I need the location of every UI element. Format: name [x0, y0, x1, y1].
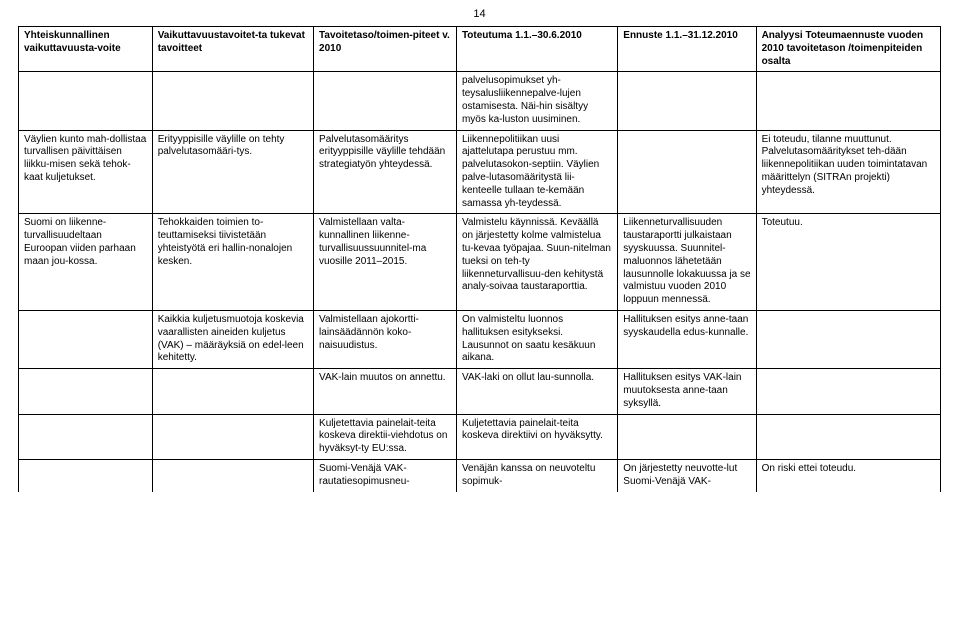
- table-row: Suomi-Venäjä VAK-rautatiesopimusneu- Ven…: [19, 459, 941, 491]
- cell: [19, 459, 153, 491]
- cell: Palvelutasomääritys erityyppisille väyli…: [314, 130, 457, 214]
- cell: [19, 369, 153, 414]
- cell: Hallituksen esitys anne-taan syyskaudell…: [618, 310, 756, 368]
- col-header-3: Tavoitetaso/toimen-piteet v. 2010: [314, 27, 457, 72]
- cell: Kuljetettavia painelait-teita koskeva di…: [314, 414, 457, 459]
- cell: [19, 414, 153, 459]
- col-header-4: Toteutuma 1.1.–30.6.2010: [456, 27, 617, 72]
- cell: [618, 130, 756, 214]
- col-header-6: Analyysi Toteumaennuste vuoden 2010 tavo…: [756, 27, 940, 72]
- table-row: VAK-lain muutos on annettu. VAK-laki on …: [19, 369, 941, 414]
- table-body: palvelusopimukset yh-teysalusliikennepal…: [19, 72, 941, 492]
- cell: [19, 72, 153, 130]
- cell: [152, 369, 313, 414]
- cell: Tehokkaiden toimien to-teuttamiseksi tii…: [152, 214, 313, 311]
- page-number: 14: [18, 8, 941, 20]
- cell: [314, 72, 457, 130]
- cell: [19, 310, 153, 368]
- cell: VAK-lain muutos on annettu.: [314, 369, 457, 414]
- cell: [152, 459, 313, 491]
- col-header-5: Ennuste 1.1.–31.12.2010: [618, 27, 756, 72]
- table-row: Väylien kunto mah-dollistaa turvallisen …: [19, 130, 941, 214]
- cell: [756, 72, 940, 130]
- cell: [618, 72, 756, 130]
- table-row: palvelusopimukset yh-teysalusliikennepal…: [19, 72, 941, 130]
- data-table: Yhteiskunnallinen vaikuttavuusta-voite V…: [18, 26, 941, 492]
- table-header-row: Yhteiskunnallinen vaikuttavuusta-voite V…: [19, 27, 941, 72]
- cell: On valmisteltu luonnos hallituksen esity…: [456, 310, 617, 368]
- cell: [756, 414, 940, 459]
- page: 14 Yhteiskunnallinen vaikuttavuusta-voit…: [0, 0, 959, 624]
- cell: Valmistellaan valta-kunnallinen liikenne…: [314, 214, 457, 311]
- cell: Venäjän kanssa on neuvoteltu sopimuk-: [456, 459, 617, 491]
- cell: VAK-laki on ollut lau-sunnolla.: [456, 369, 617, 414]
- cell: Ei toteudu, tilanne muuttunut. Palveluta…: [756, 130, 940, 214]
- cell: palvelusopimukset yh-teysalusliikennepal…: [456, 72, 617, 130]
- cell: Väylien kunto mah-dollistaa turvallisen …: [19, 130, 153, 214]
- cell: [618, 414, 756, 459]
- table-row: Kuljetettavia painelait-teita koskeva di…: [19, 414, 941, 459]
- cell: [152, 414, 313, 459]
- cell: Hallituksen esitys VAK-lain muutoksesta …: [618, 369, 756, 414]
- cell: [152, 72, 313, 130]
- cell: Liikennepolitiikan uusi ajattelutapa per…: [456, 130, 617, 214]
- cell: Valmistelu käynnissä. Keväällä on järjes…: [456, 214, 617, 311]
- cell: On järjestetty neuvotte-lut Suomi-Venäjä…: [618, 459, 756, 491]
- cell: Suomi-Venäjä VAK-rautatiesopimusneu-: [314, 459, 457, 491]
- cell: Liikenneturvallisuuden taustaraportti ju…: [618, 214, 756, 311]
- cell: Kuljetettavia painelait-teita koskeva di…: [456, 414, 617, 459]
- cell: Kaikkia kuljetusmuotoja koskevia vaarall…: [152, 310, 313, 368]
- cell: Suomi on liikenne-turvallisuudeltaan Eur…: [19, 214, 153, 311]
- table-row: Suomi on liikenne-turvallisuudeltaan Eur…: [19, 214, 941, 311]
- table-row: Kaikkia kuljetusmuotoja koskevia vaarall…: [19, 310, 941, 368]
- cell: [756, 369, 940, 414]
- cell: Toteutuu.: [756, 214, 940, 311]
- cell: Erityyppisille väylille on tehty palvelu…: [152, 130, 313, 214]
- cell: [756, 310, 940, 368]
- cell: On riski ettei toteudu.: [756, 459, 940, 491]
- cell: Valmistellaan ajokortti-lainsäädännön ko…: [314, 310, 457, 368]
- col-header-1: Yhteiskunnallinen vaikuttavuusta-voite: [19, 27, 153, 72]
- col-header-2: Vaikuttavuustavoitet-ta tukevat tavoitte…: [152, 27, 313, 72]
